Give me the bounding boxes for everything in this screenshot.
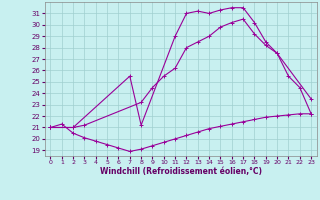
X-axis label: Windchill (Refroidissement éolien,°C): Windchill (Refroidissement éolien,°C) [100,167,262,176]
